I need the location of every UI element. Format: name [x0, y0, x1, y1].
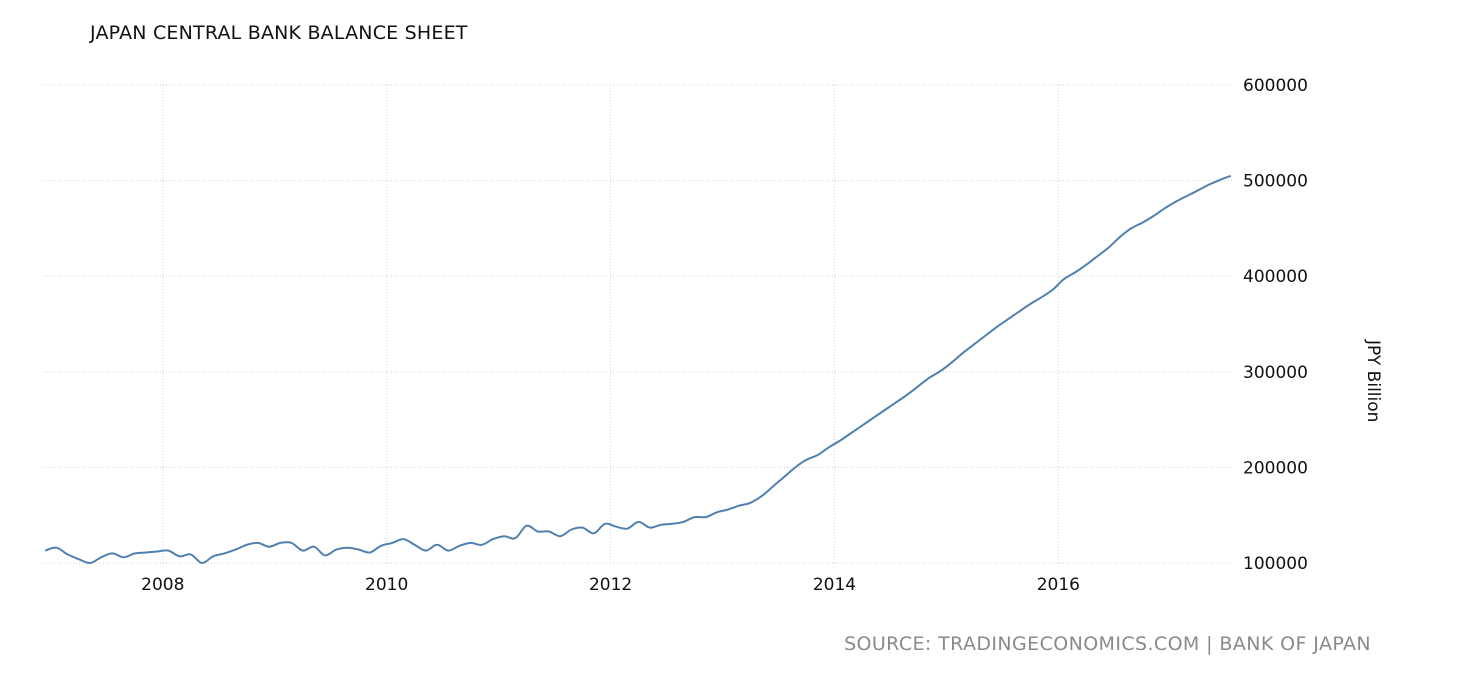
x-tick-label: 2016	[1037, 575, 1080, 595]
source-credit: SOURCE: TRADINGECONOMICS.COM | BANK OF J…	[844, 633, 1371, 655]
chart-title: JAPAN CENTRAL BANK BALANCE SHEET	[90, 22, 468, 44]
series-line	[44, 174, 1232, 565]
x-tick-label: 2008	[141, 575, 184, 595]
y-tick-label: 400000	[1243, 267, 1308, 287]
x-tick-label: 2010	[365, 575, 408, 595]
x-tick-label: 2014	[813, 575, 856, 595]
y-tick-label: 100000	[1243, 554, 1308, 574]
y-axis-label: JPY Billion	[1363, 340, 1383, 423]
y-tick-label: 600000	[1243, 76, 1308, 96]
y-tick-label: 500000	[1243, 172, 1308, 192]
y-tick-label: 300000	[1243, 363, 1308, 383]
axis-ticks: 100000 200000 300000 400000 500000 600000 2008…	[141, 76, 1308, 595]
x-tick-label: 2012	[589, 575, 632, 595]
series-layer	[44, 174, 1232, 565]
y-tick-label: 200000	[1243, 458, 1308, 478]
gridlines	[43, 84, 1233, 564]
